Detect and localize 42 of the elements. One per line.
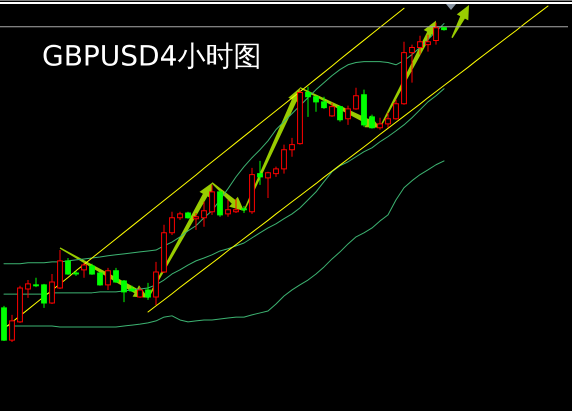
candlestick [313, 95, 319, 112]
candlestick [225, 199, 231, 218]
candlestick [209, 184, 215, 216]
candlestick [233, 198, 239, 214]
candlestick [201, 201, 207, 228]
candlestick [145, 282, 151, 300]
candlestick [169, 211, 175, 236]
candlestick [393, 99, 399, 120]
candlestick [49, 273, 55, 304]
candlestick [33, 277, 39, 288]
candlestick [305, 86, 311, 118]
candlestick [257, 160, 263, 186]
candlestick [105, 267, 111, 290]
candlestick [337, 105, 343, 122]
candlestick [41, 283, 47, 308]
candlestick [89, 263, 95, 276]
candlestick [273, 166, 279, 178]
candlestick [377, 117, 383, 130]
candlestick [281, 144, 287, 174]
candlestick [289, 137, 295, 158]
candlestick [385, 112, 391, 128]
candlestick [65, 258, 71, 276]
candlestick [329, 102, 335, 118]
candlestick [425, 34, 431, 52]
candlestick [193, 212, 199, 230]
candlestick [113, 267, 119, 284]
candlestick [265, 171, 271, 198]
candlestick [345, 105, 351, 126]
candlestick [121, 280, 127, 303]
candlestick [417, 35, 423, 56]
candlestick [353, 87, 359, 110]
candlestick [9, 314, 15, 342]
candlestick [433, 22, 439, 46]
candlestick [97, 272, 103, 286]
candlestick [369, 114, 375, 130]
candlestick [81, 262, 87, 278]
text: GBPUSD4小时图 [42, 40, 262, 72]
candlestick [217, 189, 223, 218]
candlestick [25, 280, 31, 298]
candlestick [321, 96, 327, 110]
candlestick [137, 286, 143, 298]
candlestick [409, 44, 415, 84]
